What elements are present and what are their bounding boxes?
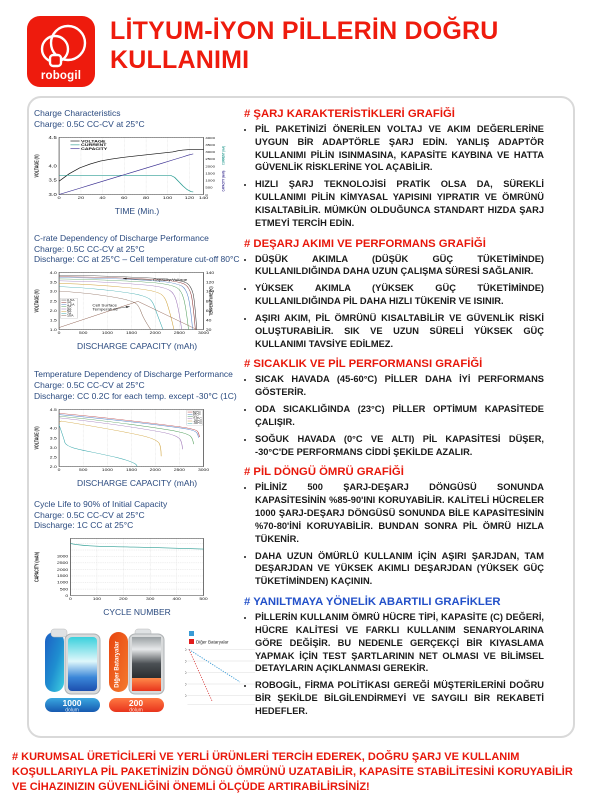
svg-text:CAPACITY: CAPACITY — [81, 146, 107, 150]
svg-text:6: 6 — [213, 707, 215, 708]
svg-text:Diğer Bataryalar: Diğer Bataryalar — [196, 640, 229, 645]
svg-text:dolum: dolum — [129, 708, 143, 713]
svg-text:CAPACITY (mAh): CAPACITY (mAh) — [34, 552, 40, 582]
svg-text:2500: 2500 — [174, 331, 186, 334]
svg-text:TEMPERATURE (°C): TEMPERATURE (°C) — [209, 286, 214, 316]
svg-text:200: 200 — [129, 698, 143, 708]
svg-text:4.0: 4.0 — [50, 271, 58, 275]
svg-text:1000: 1000 — [102, 467, 114, 470]
svg-text:100: 100 — [93, 597, 102, 600]
svg-text:2000: 2000 — [150, 467, 162, 470]
svg-text:8: 8 — [225, 707, 227, 708]
svg-text:2.0: 2.0 — [50, 309, 58, 313]
svg-text:1000: 1000 — [63, 698, 82, 708]
svg-text:3.5: 3.5 — [50, 280, 58, 284]
svg-text:4.0: 4.0 — [49, 164, 57, 169]
svg-text:100: 100 — [185, 648, 187, 652]
svg-text:500: 500 — [199, 597, 208, 600]
svg-text:3000: 3000 — [198, 331, 210, 334]
svg-text:120: 120 — [206, 280, 215, 284]
svg-text:3.0: 3.0 — [50, 290, 58, 294]
svg-text:10: 10 — [237, 707, 241, 708]
svg-text:CAPACITY (mAh): CAPACITY (mAh) — [221, 170, 226, 191]
svg-text:4.5: 4.5 — [50, 407, 58, 411]
svg-text:1000: 1000 — [57, 581, 69, 585]
svg-text:2000: 2000 — [205, 165, 215, 168]
svg-text:500: 500 — [205, 186, 212, 189]
svg-text:Cell Surface: Cell Surface — [92, 303, 117, 307]
svg-text:1.5: 1.5 — [50, 319, 58, 323]
svg-text:Diğer Bataryalar: Diğer Bataryalar — [115, 641, 121, 688]
svg-text:20: 20 — [185, 694, 187, 698]
svg-text:2500: 2500 — [174, 467, 186, 470]
svg-text:2.5: 2.5 — [50, 299, 58, 303]
svg-text:500: 500 — [79, 467, 88, 470]
svg-text:1500: 1500 — [126, 331, 138, 334]
svg-text:1000: 1000 — [102, 331, 114, 334]
svg-text:300: 300 — [146, 597, 155, 600]
svg-text:VOLTAGE (V): VOLTAGE (V) — [34, 154, 40, 178]
svg-text:60: 60 — [185, 671, 187, 675]
svg-text:1500: 1500 — [126, 467, 138, 470]
svg-text:500: 500 — [79, 331, 88, 334]
svg-text:140: 140 — [206, 271, 215, 275]
svg-text:3.0: 3.0 — [50, 445, 58, 449]
svg-text:4.5: 4.5 — [49, 135, 57, 140]
svg-text:VOLTAGE: VOLTAGE — [81, 139, 105, 143]
svg-text:2500: 2500 — [57, 561, 69, 565]
svg-text:CURRENT: CURRENT — [81, 143, 107, 147]
svg-text:2000: 2000 — [150, 331, 162, 334]
svg-text:0: 0 — [205, 193, 207, 196]
svg-text:400: 400 — [172, 597, 181, 600]
svg-text:3000: 3000 — [198, 467, 210, 470]
svg-text:3000: 3000 — [57, 555, 69, 559]
svg-text:4.0: 4.0 — [50, 426, 58, 430]
svg-text:VOLTAGE (V): VOLTAGE (V) — [34, 289, 40, 313]
svg-text:3500: 3500 — [205, 143, 215, 146]
svg-text:VOLTAGE (V): VOLTAGE (V) — [34, 426, 40, 450]
svg-text:4: 4 — [200, 707, 202, 708]
svg-text:40: 40 — [185, 683, 187, 687]
svg-text:1500: 1500 — [205, 172, 215, 175]
svg-text:3.5: 3.5 — [49, 178, 57, 183]
svg-text:-30°C: -30°C — [193, 421, 203, 424]
svg-text:2.5: 2.5 — [50, 455, 58, 459]
svg-text:1000: 1000 — [205, 179, 215, 182]
svg-text:10A: 10A — [67, 314, 75, 317]
svg-text:500: 500 — [60, 587, 69, 591]
svg-text:80: 80 — [185, 660, 187, 664]
svg-text:Capacity-Voltage: Capacity-Voltage — [153, 278, 187, 282]
svg-text:4000: 4000 — [205, 136, 215, 139]
svg-text:40: 40 — [206, 319, 212, 323]
svg-text:2: 2 — [188, 707, 190, 708]
svg-text:2000: 2000 — [57, 568, 69, 572]
svg-text:1500: 1500 — [57, 574, 69, 578]
svg-text:3.5: 3.5 — [50, 436, 58, 440]
svg-text:3000: 3000 — [205, 150, 215, 153]
svg-text:200: 200 — [119, 597, 128, 600]
svg-text:CURRENT (mA): CURRENT (mA) — [221, 146, 226, 165]
svg-text:robogil: robogil — [41, 70, 81, 82]
svg-text:2500: 2500 — [205, 157, 215, 160]
svg-text:2.0: 2.0 — [50, 464, 58, 468]
svg-text:Temperature: Temperature — [92, 307, 117, 311]
svg-text:1.0: 1.0 — [50, 328, 58, 332]
svg-text:3.0: 3.0 — [49, 192, 57, 197]
svg-text:dolum: dolum — [65, 708, 79, 713]
